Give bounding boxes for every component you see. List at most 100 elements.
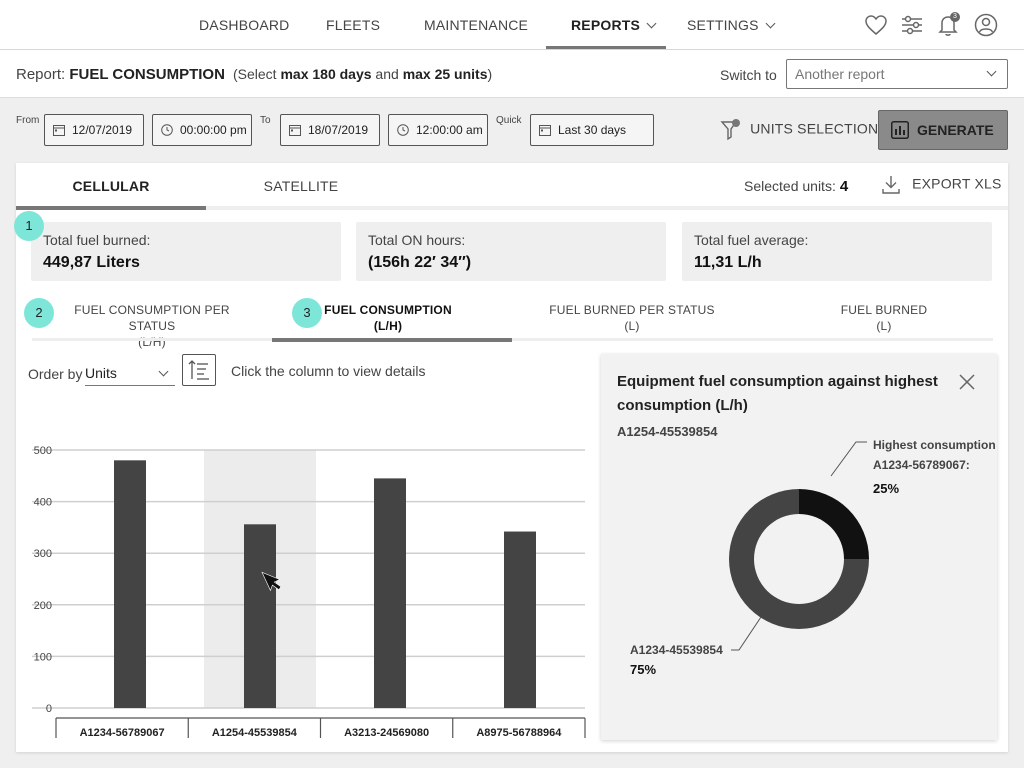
- leader-line: [830, 441, 867, 477]
- tab-active-indicator: [16, 206, 206, 210]
- panel-unit: A1254-45539854: [617, 424, 718, 439]
- to-date-value: 18/07/2019: [308, 123, 369, 137]
- panel-title: Equipment fuel consumption against highe…: [617, 373, 938, 414]
- report-hint-close: ): [487, 66, 493, 82]
- notification-count-badge: 3: [950, 12, 960, 22]
- stat-value: (156h 22′ 34″): [368, 254, 472, 271]
- selected-units-count: 4: [839, 178, 849, 195]
- stat-label: Total fuel average:: [694, 232, 809, 248]
- report-hint-days: max 180 days: [280, 66, 372, 82]
- donut-slice-current-unit[interactable]: [729, 489, 869, 629]
- report-heading: Report: FUEL CONSUMPTION (Select max 180…: [16, 66, 492, 83]
- quick-label: Quick: [496, 115, 522, 126]
- bar-a1254-45539854[interactable]: [244, 524, 276, 708]
- quick-range-value: Last 30 days: [558, 123, 627, 137]
- y-tick-label: 400: [34, 497, 52, 509]
- tab-satellite[interactable]: SATELLITE: [263, 178, 339, 194]
- tab-cellular[interactable]: CELLULAR: [72, 178, 150, 194]
- nav-active-indicator: [546, 46, 666, 49]
- subtab-burned[interactable]: FUEL BURNED (L): [824, 302, 944, 334]
- x-tick-label: A1234-56789067: [80, 727, 165, 739]
- report-switch-select[interactable]: Another report: [786, 59, 1008, 89]
- to-date-field[interactable]: 18/07/2019: [280, 114, 380, 146]
- nav-fleets[interactable]: FLEETS: [326, 17, 381, 33]
- close-icon[interactable]: [957, 372, 977, 392]
- subtab-line1: FUEL BURNED: [840, 303, 928, 317]
- y-tick-label: 200: [34, 600, 52, 612]
- generate-label: GENERATE: [917, 122, 994, 138]
- download-icon: [882, 176, 900, 194]
- chevron-down-icon: [158, 366, 169, 377]
- donut-slice-highest[interactable]: [799, 489, 869, 559]
- x-tick-label: A8975-56788964: [476, 727, 562, 739]
- mouse-cursor-icon: [261, 571, 282, 592]
- donut-label-highest: Highest consumption: [873, 438, 996, 452]
- from-time-field[interactable]: 00:00:00 pm: [152, 114, 252, 146]
- heart-icon[interactable]: [863, 12, 889, 38]
- stat-label: Total ON hours:: [368, 232, 466, 248]
- report-switch-value: Another report: [795, 66, 885, 82]
- nav-dashboard[interactable]: DASHBOARD: [199, 17, 290, 33]
- order-by-label: Order by: [28, 366, 83, 382]
- step-badge-2: 2: [24, 298, 54, 328]
- units-selection-button[interactable]: UNITS SELECTION: [720, 118, 878, 142]
- clock-icon: [397, 124, 409, 136]
- subtab-line2: (L/H): [138, 335, 166, 349]
- subtab-line1: FUEL CONSUMPTION PER STATUS: [74, 303, 230, 333]
- from-time-value: 00:00:00 pm: [180, 123, 247, 137]
- from-date-field[interactable]: 12/07/2019: [44, 114, 144, 146]
- export-xls-button[interactable]: EXPORT XLS: [880, 174, 1002, 196]
- calendar-icon: [539, 125, 551, 136]
- generate-button[interactable]: GENERATE: [878, 110, 1008, 150]
- filter-settings-icon[interactable]: [899, 12, 925, 38]
- order-by-select[interactable]: Units: [85, 362, 175, 386]
- stat-total-fuel-average: Total fuel average: 11,31 L/h: [682, 222, 992, 281]
- user-avatar-icon[interactable]: [973, 12, 999, 38]
- sort-icon: [188, 360, 209, 380]
- nav-settings[interactable]: SETTINGS: [687, 0, 776, 50]
- subtab-track: [32, 338, 993, 341]
- step-badge-1: 1: [14, 211, 44, 241]
- donut-label-current-unit: A1234-45539854: [630, 643, 723, 657]
- sort-button[interactable]: [182, 354, 216, 386]
- notifications-button[interactable]: 3: [935, 12, 963, 40]
- bar-a3213-24569080[interactable]: [374, 478, 406, 708]
- report-hint: (Select max 180 days and max 25 units): [229, 66, 492, 82]
- stat-total-on-hours: Total ON hours: (156h 22′ 34″): [356, 222, 666, 281]
- subtab-burned-per-status[interactable]: FUEL BURNED PER STATUS (L): [548, 302, 716, 334]
- subtab-consumption[interactable]: FUEL CONSUMPTION (L/H): [322, 302, 454, 334]
- report-name: FUEL CONSUMPTION: [69, 66, 225, 83]
- order-by-value: Units: [85, 365, 117, 381]
- report-hint-units: max 25 units: [402, 66, 488, 82]
- top-nav: DASHBOARD FLEETS MAINTENANCE REPORTS SET…: [0, 0, 1024, 50]
- bar-a1234-56789067[interactable]: [114, 460, 146, 708]
- donut-label-highest-unit: A1234-56789067:: [873, 458, 970, 472]
- nav-reports[interactable]: REPORTS: [571, 0, 657, 50]
- export-xls-label: EXPORT XLS: [912, 175, 1002, 192]
- bar-chart-icon: [891, 121, 909, 139]
- nav-settings-label: SETTINGS: [687, 17, 759, 33]
- y-tick-label: 300: [34, 548, 52, 560]
- y-tick-label: 500: [34, 445, 52, 457]
- subtab-active-indicator: [272, 338, 512, 342]
- report-hint-and: and: [371, 66, 403, 82]
- step-badge-3: 3: [292, 298, 322, 328]
- subtab-consumption-per-status[interactable]: FUEL CONSUMPTION PER STATUS (L/H): [56, 302, 248, 350]
- chevron-down-icon: [646, 18, 657, 29]
- to-time-value: 12:00:00 am: [416, 123, 483, 137]
- stat-label: Total fuel burned:: [43, 232, 151, 248]
- x-tick-label: A3213-24569080: [344, 727, 429, 739]
- nav-maintenance[interactable]: MAINTENANCE: [424, 17, 529, 33]
- to-time-field[interactable]: 12:00:00 am: [388, 114, 488, 146]
- click-hint: Click the column to view details: [231, 363, 426, 379]
- stat-value: 449,87 Liters: [43, 254, 140, 271]
- bar-a8975-56788964[interactable]: [504, 531, 536, 708]
- calendar-icon: [289, 125, 301, 136]
- bell-icon: [938, 16, 958, 36]
- subtab-line2: (L): [876, 319, 892, 333]
- stat-value: 11,31 L/h: [694, 254, 762, 271]
- switch-to-label: Switch to: [720, 67, 777, 83]
- x-tick-label: A1254-45539854: [212, 727, 298, 739]
- quick-range-field[interactable]: Last 30 days: [530, 114, 654, 146]
- subtab-line2: (L): [624, 319, 640, 333]
